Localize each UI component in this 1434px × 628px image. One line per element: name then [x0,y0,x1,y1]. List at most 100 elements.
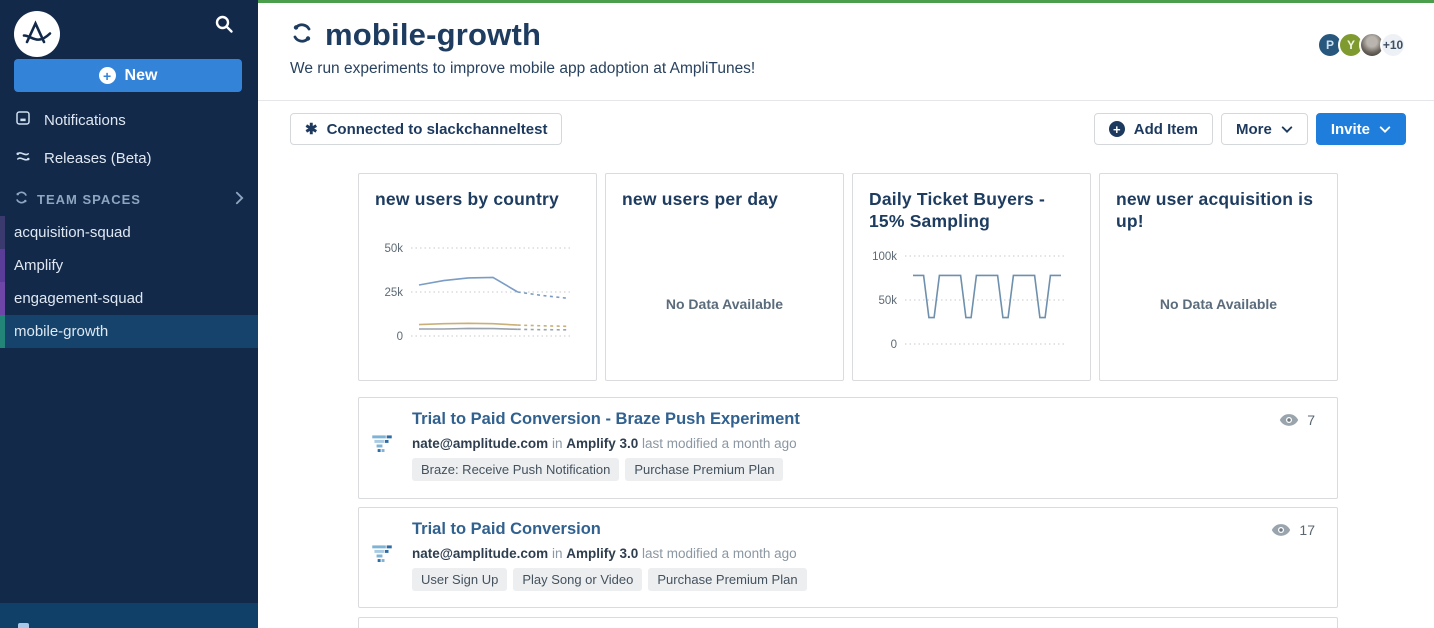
sidebar-item-mobile-growth[interactable]: mobile-growth [0,315,258,348]
slack-icon: ✱ [305,121,318,138]
sidebar-item-label: Releases (Beta) [44,149,152,167]
experiment-row[interactable]: Trial to Paid Conversion - Braze Push Ex… [358,397,1338,499]
chart-card[interactable]: new users by country 50k 25k 0 [358,173,597,381]
event-tag[interactable]: User Sign Up [412,568,508,591]
funnel-chart-icon [369,430,395,461]
experiment-row[interactable]: Trial to Paid Conversion nate@amplitude.… [358,507,1338,608]
view-count: 17 [1271,522,1315,538]
new-button-label: New [124,66,158,84]
help-icon[interactable] [18,623,29,628]
invite-label: Invite [1330,120,1370,138]
page-title: mobile-growth [325,17,542,52]
project-name: Amplify 3.0 [566,546,639,561]
event-tag[interactable]: Purchase Premium Plan [625,458,784,481]
avatar-stack: P Y +10 [1317,32,1406,58]
team-spaces-list: acquisition-squad Amplify engagement-squad… [0,216,258,348]
slack-connected-label: Connected to slackchanneltest [326,120,548,138]
add-item-button[interactable]: + Add Item [1093,113,1213,145]
experiment-meta: nate@amplitude.com in Amplify 3.0 last m… [412,436,797,451]
more-button[interactable]: More [1220,113,1308,145]
plus-icon: + [98,67,116,84]
experiment-title-link[interactable]: Trial to Paid Conversion - Braze Push Ex… [412,410,800,428]
event-tag[interactable]: Braze: Receive Push Notification [412,458,620,481]
slack-connected-button[interactable]: ✱ Connected to slackchanneltest [290,113,563,145]
event-tag[interactable]: Play Song or Video [513,568,643,591]
event-tag[interactable]: Purchase Premium Plan [648,568,807,591]
team-space-icon [290,21,314,50]
project-name: Amplify 3.0 [566,436,639,451]
card-title: Daily Ticket Buyers - 15% Sampling [869,189,1046,231]
eye-icon [1272,524,1291,536]
experiment-title-link[interactable]: Trial to Paid Conversion [412,520,601,538]
releases-icon [14,147,32,169]
chevron-down-icon [1281,125,1293,133]
svg-text:50k: 50k [384,243,403,255]
new-button[interactable]: + New [14,59,242,92]
toolbar-actions: + Add Item More Invite [1093,113,1406,145]
more-label: More [1235,120,1272,138]
team-color-strip [0,249,5,282]
card-title: new users per day [622,189,779,209]
owner-email: nate@amplitude.com [412,546,549,561]
svg-text:25k: 25k [384,287,403,299]
team-spaces-header[interactable]: TEAM SPACES [0,186,258,212]
sidebar-item-releases[interactable]: Releases (Beta) [0,139,258,177]
modified-time: a month ago [721,546,797,561]
sidebar-menu: Notifications Releases (Beta) [0,101,258,177]
main-content: mobile-growth P Y +10 We run experiments t… [258,0,1434,628]
team-space-label: Amplify [14,257,64,274]
plus-icon: + [1108,121,1125,137]
experiment-row-partial[interactable] [358,617,1338,628]
chart-card[interactable]: new users per day No Data Available [605,173,844,381]
no-data-label: No Data Available [1159,296,1278,312]
chevron-down-icon [1379,125,1391,133]
svg-text:0: 0 [891,339,897,351]
team-space-label: engagement-squad [14,290,144,307]
experiment-meta: nate@amplitude.com in Amplify 3.0 last m… [412,546,797,561]
sidebar-footer [0,603,258,628]
svg-text:0: 0 [397,331,403,343]
event-tags: User Sign Up Play Song or Video Purchase P… [412,568,807,591]
amplitude-logo-icon[interactable] [14,11,60,57]
sidebar: + New Notifications [0,0,258,628]
no-data-label: No Data Available [665,296,784,312]
eye-icon [1280,414,1299,426]
team-color-strip [0,315,5,348]
chart-card[interactable]: new user acquisition is up! No Data Avail… [1099,173,1338,381]
invite-button[interactable]: Invite [1315,113,1406,145]
sidebar-item-label: Notifications [44,111,126,129]
team-space-label: mobile-growth [14,323,109,340]
team-spaces-icon [14,190,29,208]
chart-card[interactable]: Daily Ticket Buyers - 15% Sampling 100k 50… [852,173,1091,381]
svg-text:100k: 100k [872,251,897,263]
sidebar-item-acquisition-squad[interactable]: acquisition-squad [0,216,258,249]
team-color-strip [0,216,5,249]
sidebar-item-engagement-squad[interactable]: engagement-squad [0,282,258,315]
line-chart: 50k 25k 0 [367,230,582,363]
svg-text:50k: 50k [878,295,897,307]
chevron-right-icon [235,191,244,208]
card-title: new users by country [375,189,559,209]
funnel-chart-icon [369,540,395,571]
sidebar-item-Amplify[interactable]: Amplify [0,249,258,282]
line-chart: 100k 50k 0 [861,238,1076,371]
view-count: 7 [1279,412,1315,428]
team-color-strip [0,282,5,315]
modified-time: a month ago [721,436,797,451]
header-divider [258,100,1434,101]
card-title: new user acquisition is up! [1116,189,1314,231]
event-tags: Braze: Receive Push Notification Purchase… [412,458,784,481]
avatar[interactable]: +10 [1380,32,1406,58]
view-count-value: 7 [1307,412,1315,428]
view-count-value: 17 [1299,522,1315,538]
sidebar-item-notifications[interactable]: Notifications [0,101,258,139]
page-subtitle: We run experiments to improve mobile app… [290,60,756,77]
team-space-label: acquisition-squad [14,224,131,241]
accent-top-bar [258,0,1434,3]
page-header: mobile-growth [290,17,541,53]
search-icon[interactable] [212,12,236,36]
team-spaces-label: TEAM SPACES [37,191,141,207]
notification-icon [14,109,32,131]
add-item-label: Add Item [1133,120,1198,138]
